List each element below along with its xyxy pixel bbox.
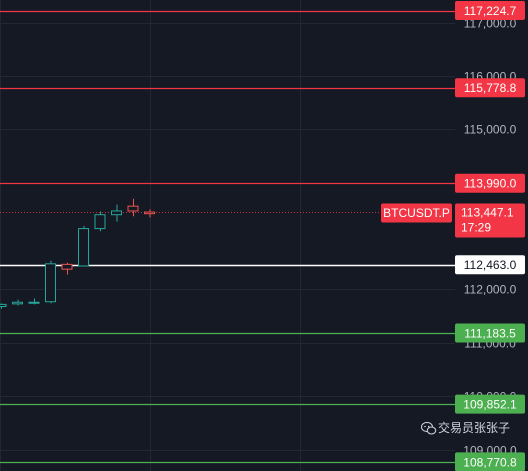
candle-body (0, 303, 7, 308)
level-tag-label: 113,990.0 (464, 177, 517, 191)
candle-body (94, 214, 106, 230)
candle-body (78, 228, 89, 267)
current-price-tag: 113,447.117:29 (455, 203, 525, 238)
level-tag-pivot: 112,463.0 (455, 255, 525, 275)
candle-body (12, 301, 23, 305)
candle-bearish (144, 209, 155, 218)
candle-body (111, 210, 122, 216)
candle-bullish (111, 204, 122, 222)
candle-body (45, 263, 56, 303)
level-tag-box (455, 452, 525, 471)
level-tag-resistance: 117,224.7 (455, 1, 525, 21)
level-tag-label: 109,852.1 (463, 398, 517, 412)
candle-bullish (12, 299, 23, 306)
candle-bullish (94, 211, 106, 232)
level-tag-box (455, 173, 525, 193)
watermark-text: 交易员张张子 (438, 420, 510, 435)
level-tag-box (455, 323, 525, 343)
level-tag-label: 108,770.8 (463, 455, 517, 469)
candle-bullish (0, 303, 7, 309)
countdown-label: 17:29 (461, 221, 491, 235)
level-tags: 117,224.7 115,778.8 113,990.0 112,463.0 111,… (381, 1, 525, 471)
level-tag-label: 117,224.7 (464, 4, 517, 18)
candle-body (127, 205, 139, 212)
candle-bullish (45, 260, 56, 304)
watermark: 交易员张张子 (420, 420, 510, 435)
level-tag-support: 109,852.1 (455, 394, 525, 414)
level-tag-label: 111,183.5 (464, 327, 516, 341)
level-tag-box (455, 394, 525, 414)
candles (0, 198, 155, 309)
symbol-tag-box (381, 203, 452, 223)
candle-bullish (28, 298, 40, 305)
level-tag-support: 108,770.8 (455, 452, 525, 471)
level-tag-resistance: 115,778.8 (455, 78, 525, 98)
candle-bearish (127, 198, 139, 217)
level-tag-label: 115,778.8 (464, 81, 517, 95)
candle-body (144, 211, 155, 215)
wechat-icon (420, 421, 437, 435)
current-price-box (455, 203, 525, 238)
price-tick-label: 115,000.0 (464, 123, 517, 137)
grid-lines (0, 0, 455, 471)
level-tag-support: 111,183.5 (455, 323, 525, 343)
level-lines (0, 10, 455, 464)
price-tick-label: 112,000.0 (464, 283, 517, 297)
symbol-tag-label: BTCUSDT.P (383, 206, 450, 220)
level-tag-box (455, 255, 525, 275)
level-tag-resistance: 113,990.0 (455, 173, 525, 193)
candle-body (61, 263, 73, 270)
level-tag-box (455, 1, 525, 21)
candle-body (28, 301, 40, 304)
current-price-label: 113,447.1 (461, 206, 514, 220)
level-tag-box (455, 78, 525, 98)
level-tag-label: 112,463.0 (464, 258, 517, 272)
candle-bullish (78, 225, 89, 267)
candle-bearish (61, 262, 73, 275)
symbol-tag: BTCUSDT.P (381, 203, 452, 223)
